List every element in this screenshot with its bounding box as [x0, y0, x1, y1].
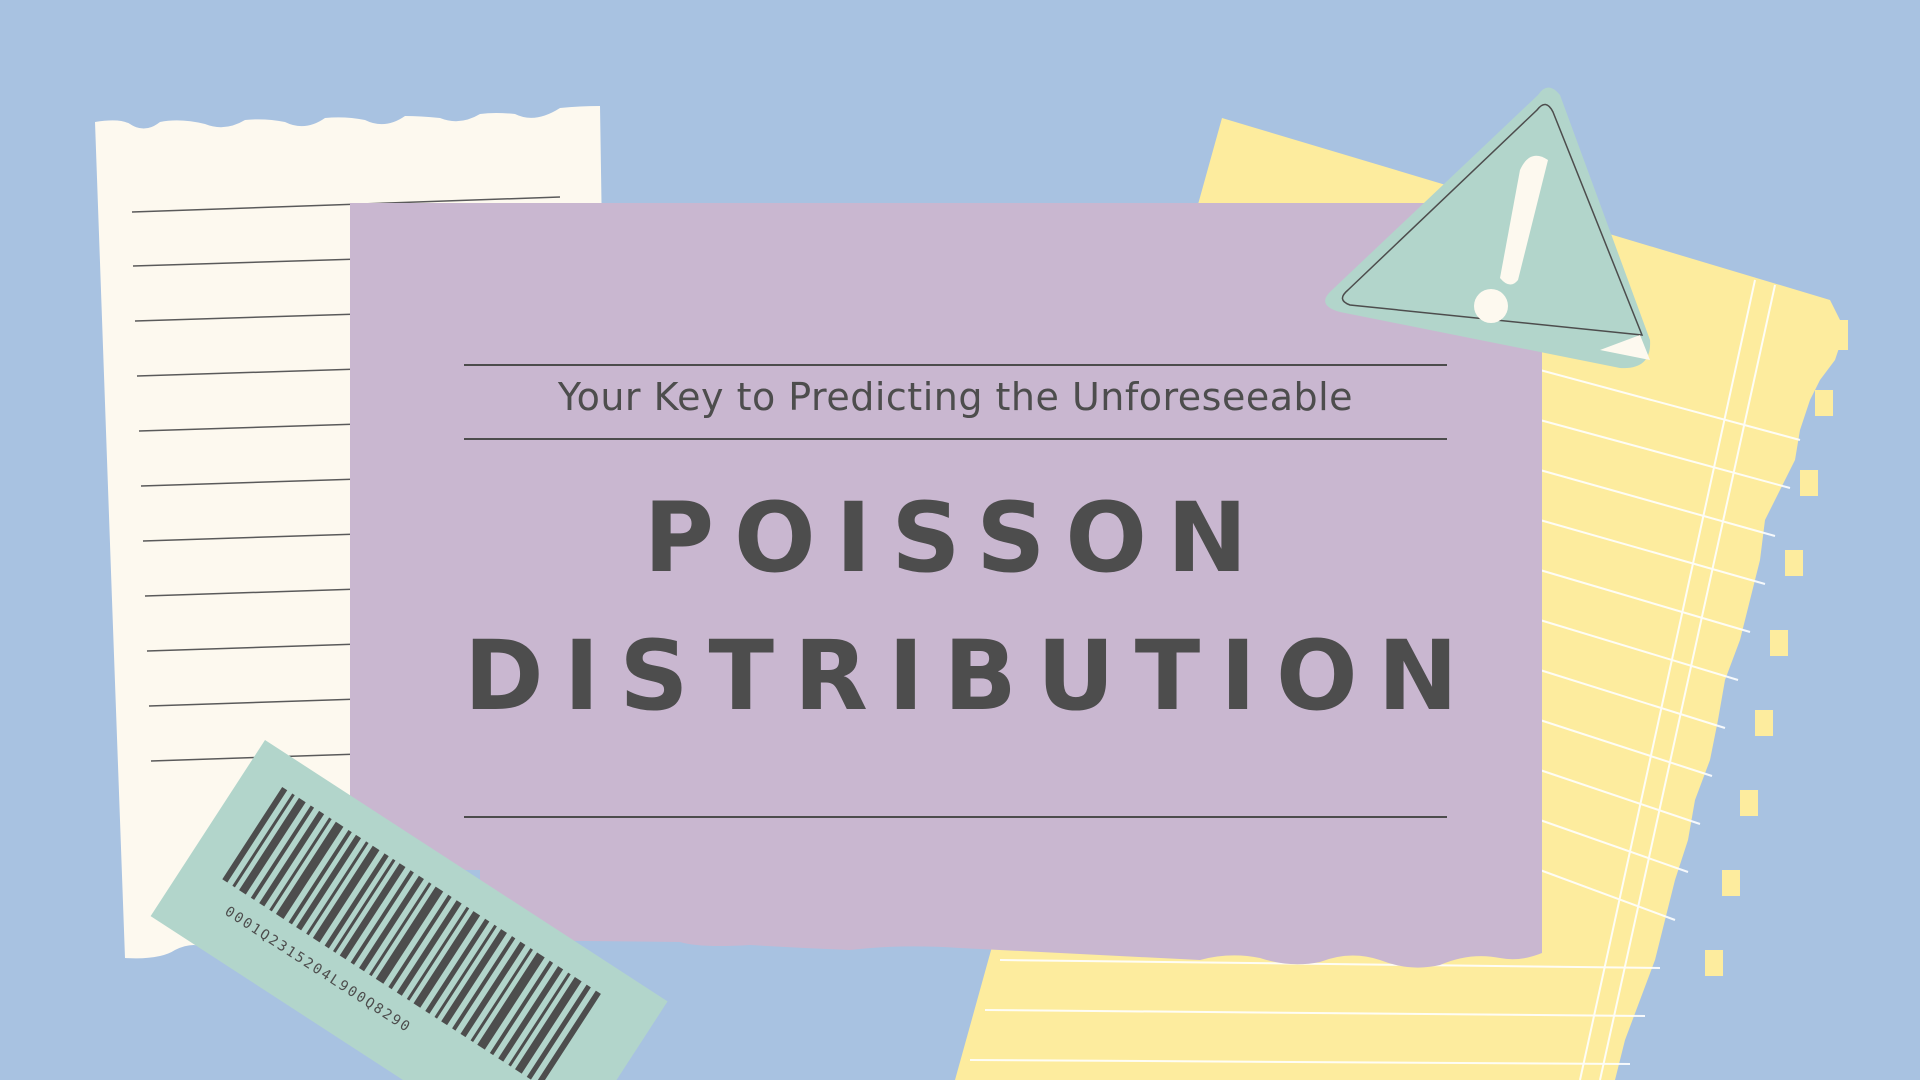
top-divider [464, 364, 1447, 366]
subtitle: Your Key to Predicting the Unforeseeable [557, 375, 1354, 419]
bottom-divider [464, 816, 1447, 818]
subtitle-divider [464, 438, 1447, 440]
title-line-1: POISSON [643, 482, 1268, 594]
barcode-icon [222, 786, 601, 1080]
title-line-2: DISTRIBUTION [464, 620, 1478, 732]
